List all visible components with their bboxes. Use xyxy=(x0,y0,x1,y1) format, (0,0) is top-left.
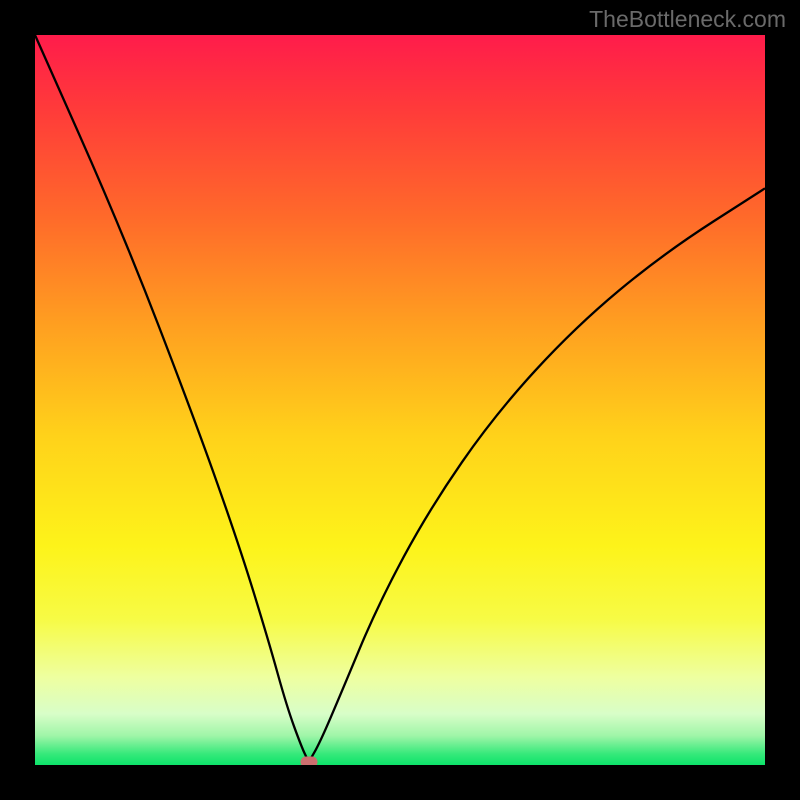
bottleneck-curve xyxy=(35,35,765,765)
minimum-marker xyxy=(300,757,317,765)
watermark-text: TheBottleneck.com xyxy=(589,6,786,33)
plot-area xyxy=(35,35,765,765)
